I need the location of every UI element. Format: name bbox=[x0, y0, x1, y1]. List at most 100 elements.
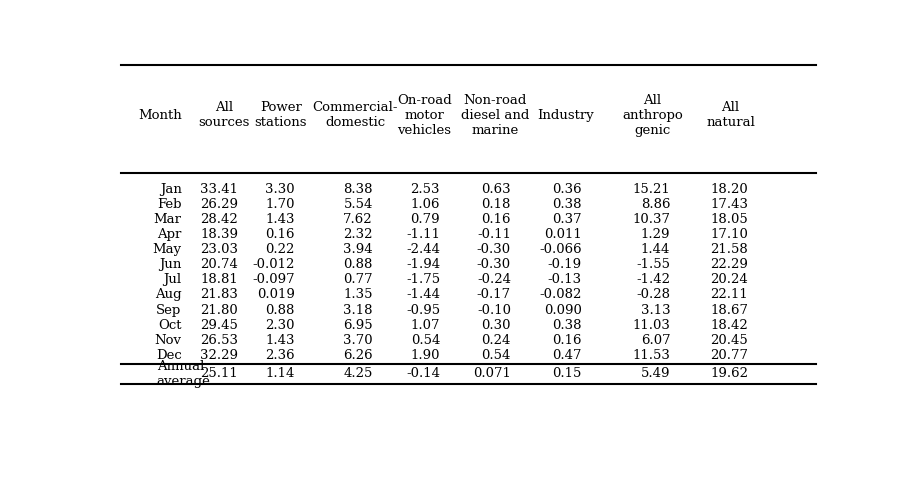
Text: -0.19: -0.19 bbox=[547, 258, 581, 271]
Text: 1.90: 1.90 bbox=[410, 348, 441, 362]
Text: 0.54: 0.54 bbox=[410, 334, 441, 347]
Text: 0.011: 0.011 bbox=[544, 228, 581, 241]
Text: 3.94: 3.94 bbox=[343, 243, 373, 256]
Text: Jul: Jul bbox=[164, 273, 182, 286]
Text: 2.53: 2.53 bbox=[410, 183, 441, 196]
Text: 29.45: 29.45 bbox=[200, 319, 239, 332]
Text: Annual
average: Annual average bbox=[157, 360, 210, 388]
Text: 26.29: 26.29 bbox=[200, 198, 239, 211]
Text: All
sources: All sources bbox=[198, 101, 250, 129]
Text: 18.39: 18.39 bbox=[200, 228, 239, 241]
Text: 0.16: 0.16 bbox=[482, 213, 511, 226]
Text: 28.42: 28.42 bbox=[200, 213, 239, 226]
Text: -0.097: -0.097 bbox=[252, 273, 295, 286]
Text: -0.13: -0.13 bbox=[547, 273, 581, 286]
Text: 18.67: 18.67 bbox=[710, 304, 749, 317]
Text: 0.16: 0.16 bbox=[552, 334, 581, 347]
Text: 20.74: 20.74 bbox=[200, 258, 239, 271]
Text: 3.18: 3.18 bbox=[344, 304, 373, 317]
Text: 0.38: 0.38 bbox=[552, 319, 581, 332]
Text: 6.95: 6.95 bbox=[343, 319, 373, 332]
Text: 2.36: 2.36 bbox=[265, 348, 295, 362]
Text: -0.17: -0.17 bbox=[477, 289, 511, 301]
Text: 0.63: 0.63 bbox=[482, 183, 511, 196]
Text: 0.88: 0.88 bbox=[344, 258, 373, 271]
Text: 1.43: 1.43 bbox=[265, 334, 295, 347]
Text: 1.14: 1.14 bbox=[265, 367, 295, 380]
Text: 18.42: 18.42 bbox=[710, 319, 749, 332]
Text: 15.21: 15.21 bbox=[632, 183, 670, 196]
Text: 0.24: 0.24 bbox=[482, 334, 511, 347]
Text: Aug: Aug bbox=[154, 289, 182, 301]
Text: 1.43: 1.43 bbox=[265, 213, 295, 226]
Text: Power
stations: Power stations bbox=[254, 101, 307, 129]
Text: 10.37: 10.37 bbox=[632, 213, 670, 226]
Text: 21.83: 21.83 bbox=[200, 289, 239, 301]
Text: 6.07: 6.07 bbox=[641, 334, 670, 347]
Text: Industry: Industry bbox=[537, 109, 594, 122]
Text: 0.16: 0.16 bbox=[265, 228, 295, 241]
Text: Dec: Dec bbox=[155, 348, 182, 362]
Text: All
anthropo
genic: All anthropo genic bbox=[622, 94, 683, 137]
Text: 32.29: 32.29 bbox=[200, 348, 239, 362]
Text: 23.03: 23.03 bbox=[200, 243, 239, 256]
Text: 0.38: 0.38 bbox=[552, 198, 581, 211]
Text: All
natural: All natural bbox=[707, 101, 755, 129]
Text: 0.18: 0.18 bbox=[482, 198, 511, 211]
Text: 0.54: 0.54 bbox=[482, 348, 511, 362]
Text: -1.75: -1.75 bbox=[406, 273, 441, 286]
Text: 21.58: 21.58 bbox=[710, 243, 749, 256]
Text: -0.14: -0.14 bbox=[406, 367, 441, 380]
Text: 19.62: 19.62 bbox=[710, 367, 749, 380]
Text: -0.24: -0.24 bbox=[477, 273, 511, 286]
Text: 1.29: 1.29 bbox=[641, 228, 670, 241]
Text: -1.94: -1.94 bbox=[406, 258, 441, 271]
Text: 0.15: 0.15 bbox=[552, 367, 581, 380]
Text: 0.88: 0.88 bbox=[265, 304, 295, 317]
Text: On-road
motor
vehicles: On-road motor vehicles bbox=[397, 94, 452, 137]
Text: 18.20: 18.20 bbox=[710, 183, 749, 196]
Text: 17.10: 17.10 bbox=[710, 228, 749, 241]
Text: 0.47: 0.47 bbox=[552, 348, 581, 362]
Text: 1.06: 1.06 bbox=[410, 198, 441, 211]
Text: 0.071: 0.071 bbox=[473, 367, 511, 380]
Text: 25.11: 25.11 bbox=[200, 367, 239, 380]
Text: Oct: Oct bbox=[158, 319, 182, 332]
Text: 33.41: 33.41 bbox=[200, 183, 239, 196]
Text: Jan: Jan bbox=[160, 183, 182, 196]
Text: Feb: Feb bbox=[157, 198, 182, 211]
Text: 20.24: 20.24 bbox=[710, 273, 749, 286]
Text: -0.066: -0.066 bbox=[539, 243, 581, 256]
Text: -0.28: -0.28 bbox=[636, 289, 670, 301]
Text: Non-road
diesel and
marine: Non-road diesel and marine bbox=[461, 94, 529, 137]
Text: 1.07: 1.07 bbox=[410, 319, 441, 332]
Text: Month: Month bbox=[138, 109, 182, 122]
Text: 1.35: 1.35 bbox=[344, 289, 373, 301]
Text: -1.44: -1.44 bbox=[406, 289, 441, 301]
Text: 2.30: 2.30 bbox=[265, 319, 295, 332]
Text: 0.30: 0.30 bbox=[482, 319, 511, 332]
Text: Mar: Mar bbox=[154, 213, 182, 226]
Text: -0.30: -0.30 bbox=[477, 258, 511, 271]
Text: 4.25: 4.25 bbox=[344, 367, 373, 380]
Text: 3.70: 3.70 bbox=[343, 334, 373, 347]
Text: -1.11: -1.11 bbox=[406, 228, 441, 241]
Text: -1.55: -1.55 bbox=[636, 258, 670, 271]
Text: 8.38: 8.38 bbox=[344, 183, 373, 196]
Text: Apr: Apr bbox=[157, 228, 182, 241]
Text: 1.70: 1.70 bbox=[265, 198, 295, 211]
Text: 0.37: 0.37 bbox=[552, 213, 581, 226]
Text: 20.45: 20.45 bbox=[710, 334, 749, 347]
Text: 20.77: 20.77 bbox=[710, 348, 749, 362]
Text: 0.79: 0.79 bbox=[410, 213, 441, 226]
Text: 21.80: 21.80 bbox=[200, 304, 239, 317]
Text: Jun: Jun bbox=[159, 258, 182, 271]
Text: 5.49: 5.49 bbox=[641, 367, 670, 380]
Text: 6.26: 6.26 bbox=[343, 348, 373, 362]
Text: Sep: Sep bbox=[156, 304, 182, 317]
Text: 0.36: 0.36 bbox=[552, 183, 581, 196]
Text: 0.090: 0.090 bbox=[544, 304, 581, 317]
Text: -0.30: -0.30 bbox=[477, 243, 511, 256]
Text: 18.81: 18.81 bbox=[200, 273, 239, 286]
Text: -0.11: -0.11 bbox=[477, 228, 511, 241]
